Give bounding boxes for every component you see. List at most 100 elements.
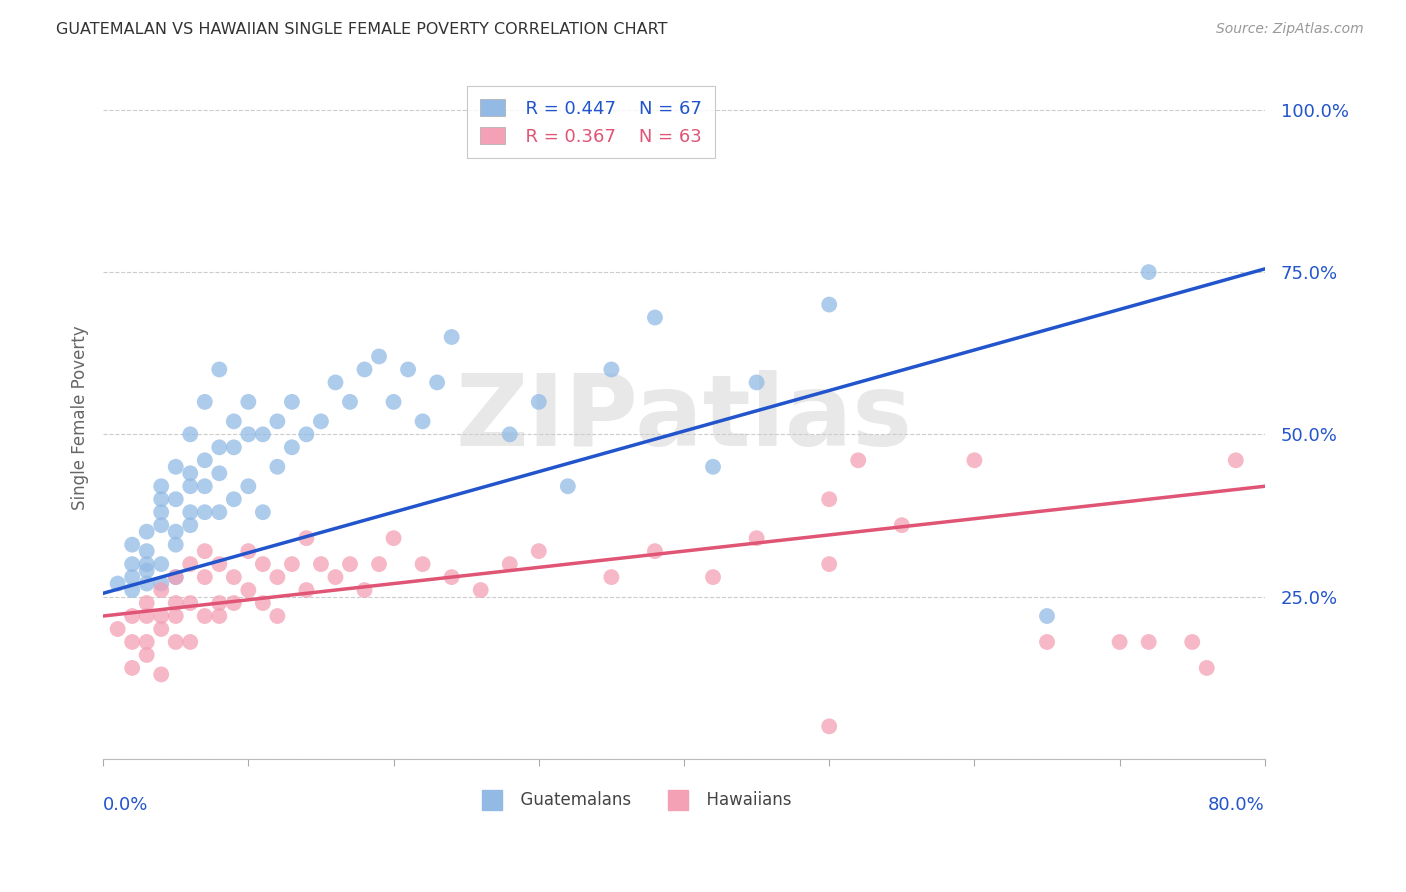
Point xyxy=(281,395,304,409)
Point xyxy=(135,524,157,539)
Point xyxy=(208,505,231,519)
Point xyxy=(179,467,201,481)
Legend:   R = 0.447    N = 67,   R = 0.367    N = 63: R = 0.447 N = 67, R = 0.367 N = 63 xyxy=(467,87,714,159)
Point xyxy=(165,492,187,507)
Point xyxy=(121,570,143,584)
Point xyxy=(165,596,187,610)
Point xyxy=(107,622,129,636)
Point xyxy=(1195,661,1218,675)
Point xyxy=(150,505,173,519)
Point xyxy=(165,635,187,649)
Point xyxy=(1225,453,1247,467)
Point xyxy=(963,453,986,467)
Point xyxy=(135,557,157,571)
Point xyxy=(702,570,724,584)
Text: Source: ZipAtlas.com: Source: ZipAtlas.com xyxy=(1216,22,1364,37)
Point xyxy=(309,557,332,571)
Point xyxy=(121,609,143,624)
Point xyxy=(325,570,347,584)
Point xyxy=(252,505,274,519)
Point xyxy=(179,427,201,442)
Point xyxy=(426,376,449,390)
Point xyxy=(194,570,217,584)
Point xyxy=(1181,635,1204,649)
Point xyxy=(135,576,157,591)
Point xyxy=(353,362,375,376)
Point xyxy=(121,538,143,552)
Point xyxy=(222,492,245,507)
Point xyxy=(890,518,912,533)
Point xyxy=(179,557,201,571)
Point xyxy=(1036,609,1059,624)
Point xyxy=(238,479,260,493)
Point xyxy=(194,479,217,493)
Point xyxy=(281,440,304,454)
Point xyxy=(238,395,260,409)
Point xyxy=(135,635,157,649)
Point xyxy=(222,414,245,428)
Point xyxy=(396,362,419,376)
Point xyxy=(252,427,274,442)
Point xyxy=(238,544,260,558)
Point xyxy=(121,635,143,649)
Point xyxy=(208,362,231,376)
Point xyxy=(165,524,187,539)
Point xyxy=(165,609,187,624)
Point xyxy=(150,583,173,598)
Point xyxy=(121,557,143,571)
Point xyxy=(470,583,492,598)
Point xyxy=(368,557,391,571)
Point xyxy=(644,544,666,558)
Point xyxy=(238,427,260,442)
Point xyxy=(194,544,217,558)
Point xyxy=(295,427,318,442)
Point xyxy=(135,596,157,610)
Point xyxy=(208,609,231,624)
Point xyxy=(818,297,841,311)
Point xyxy=(818,557,841,571)
Point xyxy=(600,362,623,376)
Point xyxy=(309,414,332,428)
Point xyxy=(179,505,201,519)
Point xyxy=(295,583,318,598)
Point xyxy=(527,395,550,409)
Point xyxy=(150,609,173,624)
Point xyxy=(353,583,375,598)
Point xyxy=(745,376,768,390)
Point xyxy=(527,544,550,558)
Point xyxy=(281,557,304,571)
Point xyxy=(266,459,288,474)
Point xyxy=(165,570,187,584)
Point xyxy=(600,570,623,584)
Point xyxy=(150,479,173,493)
Point xyxy=(818,492,841,507)
Point xyxy=(295,531,318,545)
Point xyxy=(440,570,463,584)
Point xyxy=(368,350,391,364)
Point xyxy=(440,330,463,344)
Point xyxy=(252,557,274,571)
Point xyxy=(194,609,217,624)
Point xyxy=(179,518,201,533)
Point xyxy=(325,376,347,390)
Point xyxy=(150,557,173,571)
Point xyxy=(644,310,666,325)
Point xyxy=(252,596,274,610)
Point xyxy=(150,576,173,591)
Point xyxy=(1036,635,1059,649)
Text: GUATEMALAN VS HAWAIIAN SINGLE FEMALE POVERTY CORRELATION CHART: GUATEMALAN VS HAWAIIAN SINGLE FEMALE POV… xyxy=(56,22,668,37)
Point xyxy=(150,667,173,681)
Point xyxy=(702,459,724,474)
Point xyxy=(745,531,768,545)
Point xyxy=(179,596,201,610)
Point xyxy=(194,505,217,519)
Point xyxy=(165,538,187,552)
Point xyxy=(194,453,217,467)
Point xyxy=(238,583,260,598)
Point xyxy=(382,395,405,409)
Point xyxy=(150,518,173,533)
Point xyxy=(339,557,361,571)
Point xyxy=(179,635,201,649)
Point xyxy=(412,557,434,571)
Point xyxy=(107,576,129,591)
